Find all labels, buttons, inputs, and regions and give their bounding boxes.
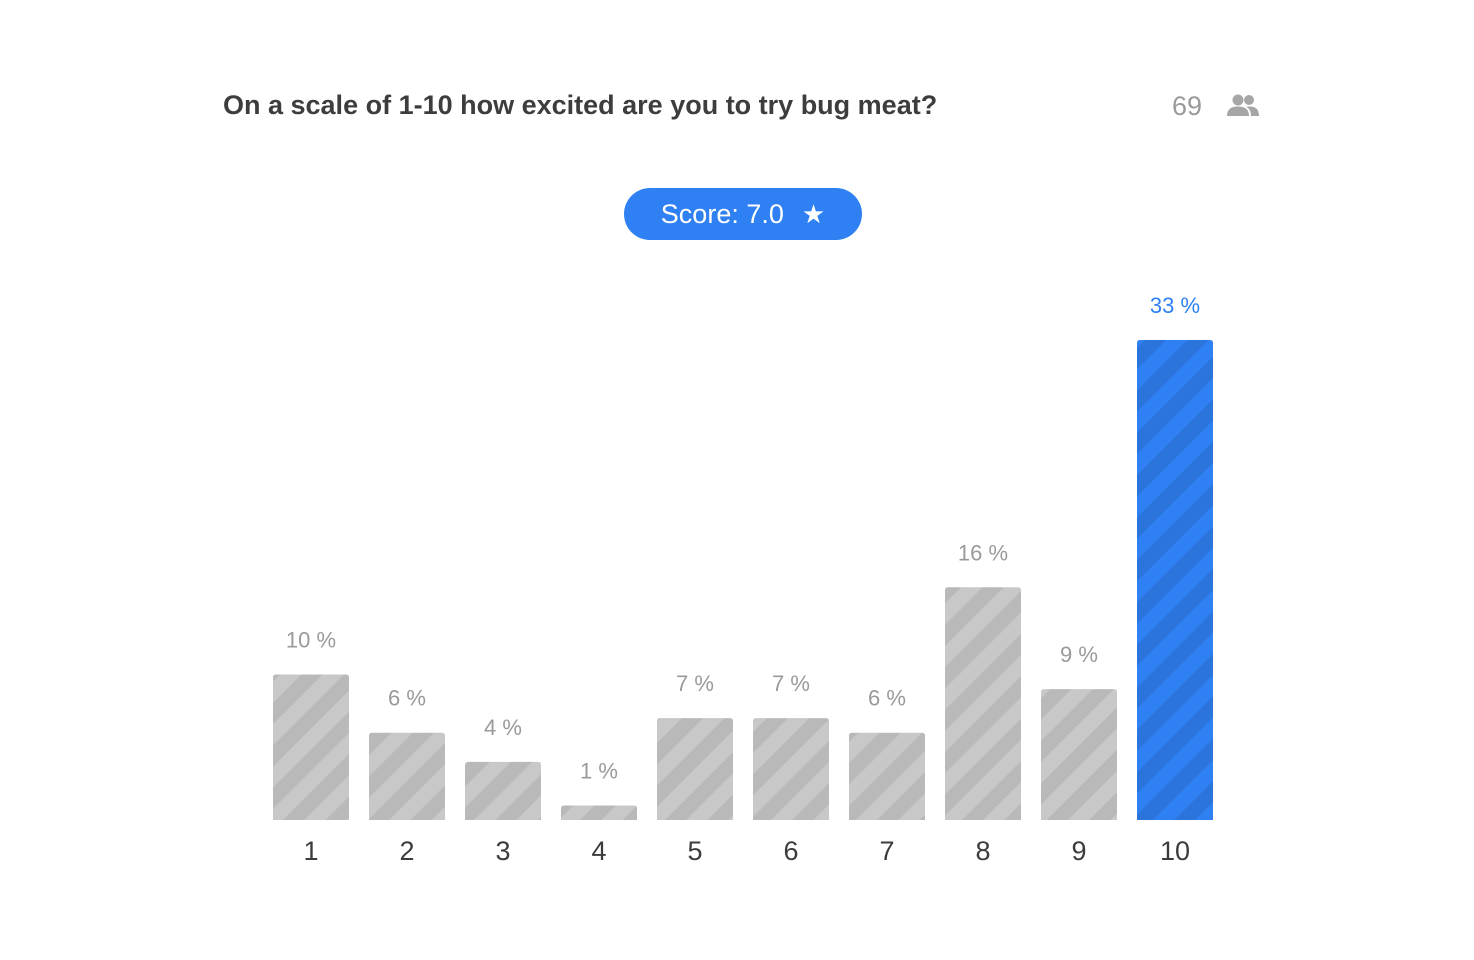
bar-7: [849, 732, 925, 820]
category-label-1: 1: [303, 836, 318, 866]
bar-3: [465, 761, 541, 820]
value-label-4: 1 %: [580, 758, 618, 783]
participants-count-value: 69: [1172, 90, 1203, 121]
value-label-7: 6 %: [868, 686, 906, 711]
category-label-3: 3: [495, 836, 510, 866]
bar-1: [273, 674, 349, 820]
value-label-8: 16 %: [958, 540, 1008, 565]
category-label-2: 2: [399, 836, 414, 866]
value-label-5: 7 %: [676, 671, 714, 696]
participants-count: 69: [1172, 90, 1260, 122]
category-label-7: 7: [879, 836, 894, 866]
value-label-1: 10 %: [286, 628, 336, 653]
bar-10: [1137, 340, 1213, 820]
value-label-2: 6 %: [388, 686, 426, 711]
bar-4: [561, 805, 637, 820]
question-title: On a scale of 1-10 how excited are you t…: [223, 90, 938, 120]
score-label: Score: 7.0: [660, 198, 784, 229]
people-icon: [1226, 93, 1260, 122]
star-icon: ★: [801, 198, 826, 229]
category-label-6: 6: [783, 836, 798, 866]
category-label-9: 9: [1071, 836, 1086, 866]
value-label-10: 33 %: [1150, 293, 1200, 318]
category-label-8: 8: [975, 836, 990, 866]
score-badge[interactable]: Score: 7.0 ★: [624, 188, 862, 240]
value-label-6: 7 %: [772, 671, 810, 696]
bar-2: [369, 732, 445, 820]
category-label-4: 4: [591, 836, 606, 866]
bar-8: [945, 587, 1021, 820]
bar-5: [657, 718, 733, 820]
value-label-9: 9 %: [1060, 642, 1098, 667]
category-label-5: 5: [687, 836, 702, 866]
bar-6: [753, 718, 829, 820]
bar-9: [1041, 689, 1117, 820]
category-label-10: 10: [1160, 836, 1190, 866]
value-label-3: 4 %: [484, 715, 522, 740]
